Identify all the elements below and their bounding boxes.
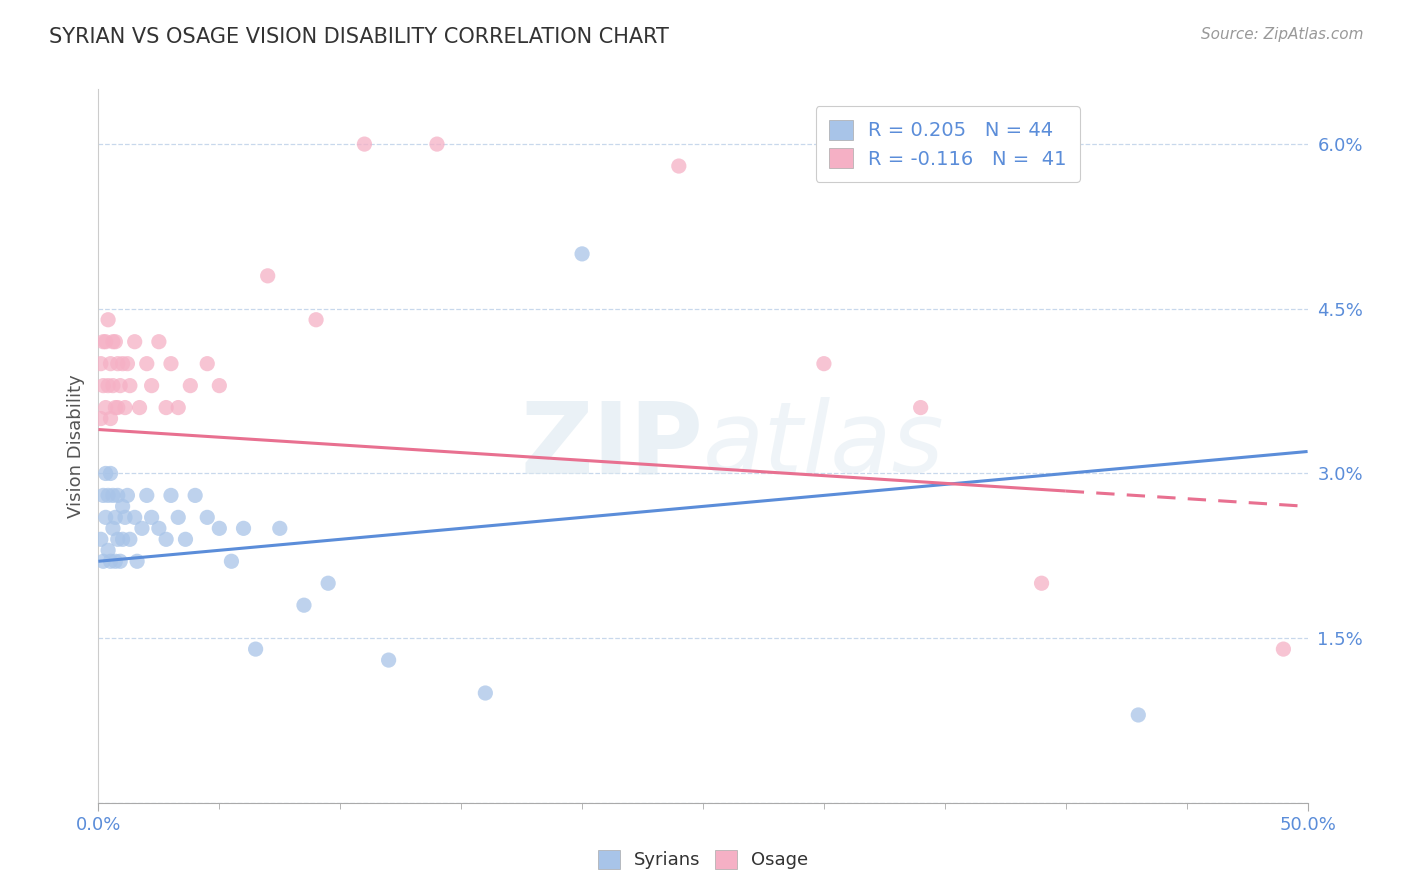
Point (117, 357, 139, 371)
Point (174, 533, 197, 547)
Point (141, 378, 163, 392)
Point (316, 576, 339, 591)
Point (108, 554, 131, 568)
Point (90, 357, 112, 371)
Point (97, 488, 120, 502)
Point (100, 467, 122, 481)
Point (111, 357, 134, 371)
Point (167, 401, 190, 415)
Point (292, 598, 315, 612)
Point (195, 510, 218, 524)
Point (208, 521, 231, 535)
Point (97, 312, 120, 326)
Point (111, 500, 134, 514)
Point (474, 686, 496, 700)
Point (104, 334, 127, 349)
Point (195, 357, 218, 371)
Point (94, 401, 117, 415)
Point (128, 401, 150, 415)
Point (131, 521, 153, 535)
Text: atlas: atlas (703, 398, 945, 494)
Point (1128, 708, 1150, 723)
Point (124, 334, 146, 349)
Legend: Syrians, Osage: Syrians, Osage (589, 841, 817, 879)
Point (104, 510, 127, 524)
Point (117, 488, 139, 502)
Point (148, 334, 170, 349)
Point (208, 378, 231, 392)
Point (91, 488, 114, 502)
Point (108, 378, 131, 392)
Point (155, 401, 177, 415)
Point (114, 401, 136, 415)
Point (91, 554, 114, 568)
Point (90, 533, 112, 547)
Point (160, 488, 183, 502)
Point (184, 488, 207, 502)
Point (101, 521, 124, 535)
Point (377, 653, 399, 667)
Point (135, 488, 157, 502)
Point (221, 554, 243, 568)
Point (111, 533, 134, 547)
Point (245, 642, 267, 657)
Point (107, 488, 129, 502)
Point (104, 554, 127, 568)
Point (135, 357, 157, 371)
Legend: R = 0.205   N = 44, R = -0.116   N =  41: R = 0.205 N = 44, R = -0.116 N = 41 (815, 106, 1080, 182)
Point (155, 533, 177, 547)
Point (107, 357, 129, 371)
Point (118, 378, 141, 392)
Text: ZIP: ZIP (520, 398, 703, 494)
Point (94, 334, 117, 349)
Point (668, 159, 690, 173)
Point (104, 401, 127, 415)
Text: Source: ZipAtlas.com: Source: ZipAtlas.com (1201, 27, 1364, 42)
Point (100, 411, 122, 425)
Point (97, 378, 120, 392)
Point (167, 510, 190, 524)
Point (94, 467, 117, 481)
Y-axis label: Vision Disability: Vision Disability (66, 374, 84, 518)
Point (97, 543, 120, 558)
Point (124, 510, 146, 524)
Point (160, 357, 183, 371)
Point (269, 521, 291, 535)
Text: SYRIAN VS OSAGE VISION DISABILITY CORRELATION CHART: SYRIAN VS OSAGE VISION DISABILITY CORREL… (49, 27, 669, 46)
Point (179, 378, 201, 392)
Point (813, 357, 835, 371)
Point (148, 521, 170, 535)
Point (101, 488, 124, 502)
Point (90, 411, 112, 425)
Point (426, 137, 449, 152)
Point (1031, 576, 1053, 591)
Point (127, 554, 149, 568)
Point (101, 334, 124, 349)
Point (256, 268, 278, 283)
Point (114, 510, 136, 524)
Point (107, 533, 129, 547)
Point (1272, 642, 1295, 657)
Point (571, 247, 593, 261)
Point (232, 521, 254, 535)
Point (101, 378, 124, 392)
Point (353, 137, 375, 152)
Point (94, 510, 117, 524)
Point (100, 357, 122, 371)
Point (107, 401, 129, 415)
Point (91, 334, 114, 349)
Point (100, 554, 122, 568)
Point (910, 401, 932, 415)
Point (141, 510, 163, 524)
Point (91, 378, 114, 392)
Point (305, 312, 328, 326)
Point (118, 533, 141, 547)
